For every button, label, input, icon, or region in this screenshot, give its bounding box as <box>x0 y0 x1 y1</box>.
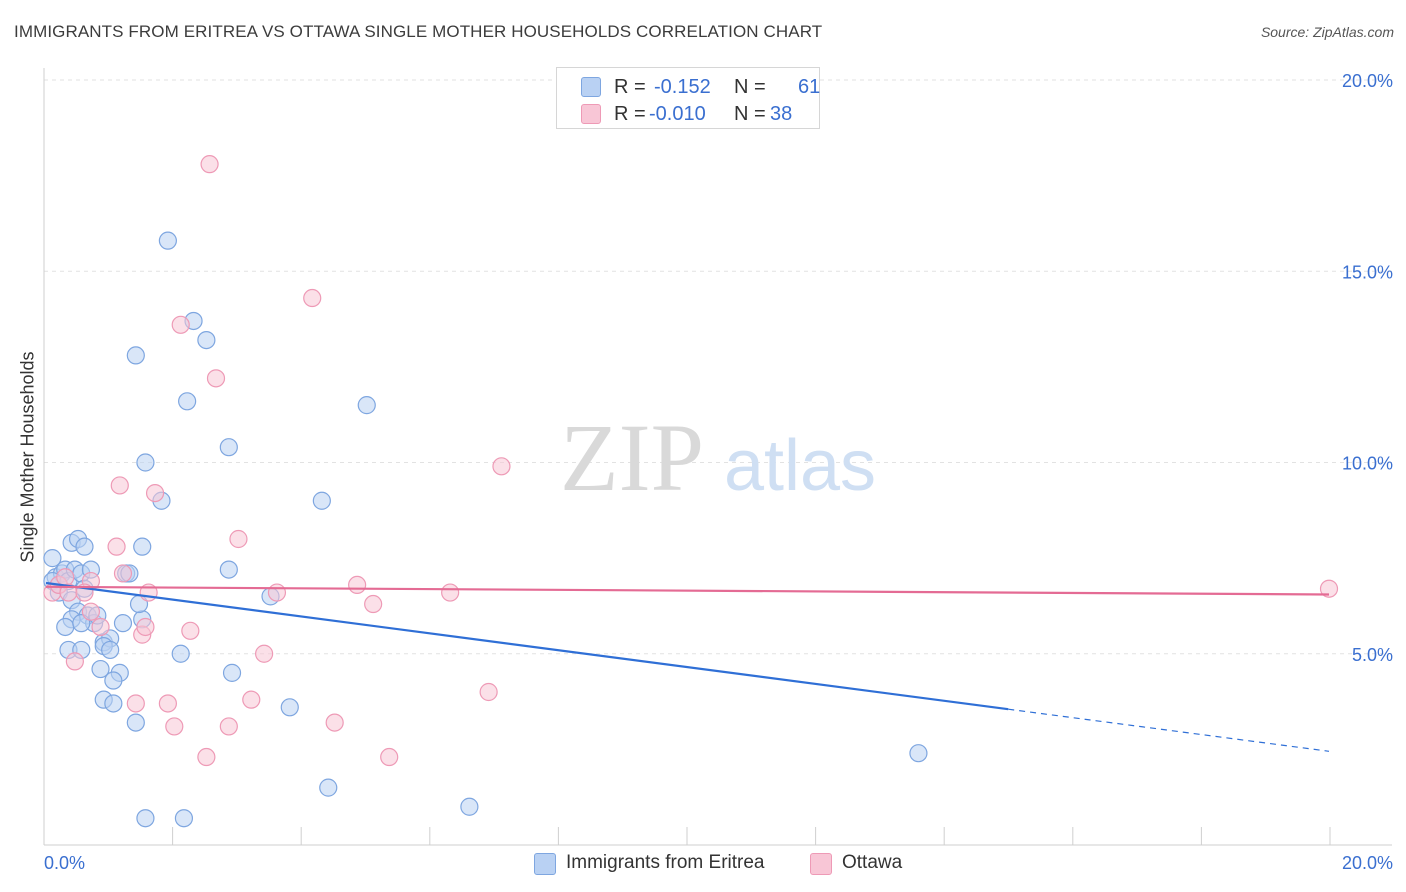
point-ottawa <box>81 602 101 621</box>
r-value: -0.010 <box>649 103 706 125</box>
point-ottawa <box>56 568 75 587</box>
point-ottawa <box>110 476 129 495</box>
point-eritrea <box>178 392 197 411</box>
axes <box>43 68 1392 846</box>
legend-swatch-eritrea <box>581 77 601 97</box>
point-eritrea <box>75 537 94 556</box>
point-eritrea <box>104 671 123 690</box>
point-ottawa <box>364 594 383 614</box>
watermark: ZIP atlas <box>560 404 876 511</box>
point-ottawa <box>348 575 367 595</box>
point-ottawa <box>219 717 238 736</box>
trend-lines <box>45 581 1330 752</box>
point-ottawa <box>1319 579 1339 598</box>
legend-label-ottawa: Ottawa <box>842 852 903 873</box>
point-ottawa <box>229 529 248 549</box>
n-value: 38 <box>770 103 793 125</box>
point-eritrea <box>357 396 376 415</box>
x-tick-label: 0.0% <box>44 853 85 873</box>
point-eritrea <box>91 659 110 679</box>
point-ottawa <box>158 694 177 713</box>
legend-swatch-ottawa <box>581 104 601 124</box>
point-ottawa <box>113 564 133 583</box>
point-ottawa <box>171 315 190 334</box>
stats-legend: R = -0.152 N = 61 R = -0.010 N = 38 <box>556 67 820 129</box>
source-label: Source: ZipAtlas.com <box>1260 24 1394 40</box>
point-ottawa <box>107 537 126 556</box>
point-ottawa <box>242 690 261 709</box>
point-eritrea <box>219 560 238 579</box>
legend-label-eritrea: Immigrants from Eritrea <box>566 852 765 873</box>
y-tick-label: 10.0% <box>1342 454 1393 474</box>
legend-swatch-ottawa <box>810 853 832 875</box>
y-tick-label: 20.0% <box>1342 71 1393 91</box>
legend-swatch-eritrea <box>534 853 556 875</box>
point-ottawa <box>91 617 110 637</box>
point-eritrea <box>171 644 190 663</box>
grid-lines <box>44 79 1392 655</box>
point-ottawa <box>181 621 200 640</box>
point-eritrea <box>909 744 928 763</box>
n-value: 61 <box>798 76 821 98</box>
y-tick-label: 15.0% <box>1342 262 1393 282</box>
point-ottawa <box>200 155 219 174</box>
watermark-zip: ZIP <box>560 404 704 511</box>
trend-line-ottawa <box>45 585 1330 596</box>
point-eritrea <box>319 778 338 797</box>
point-eritrea <box>312 491 331 510</box>
n-label: N = <box>734 103 766 125</box>
point-eritrea <box>222 663 242 682</box>
point-ottawa <box>136 617 155 637</box>
chart-title: IMMIGRANTS FROM ERITREA VS OTTAWA SINGLE… <box>14 22 823 41</box>
point-ottawa <box>126 694 145 713</box>
y-axis-label: Single Mother Households <box>17 351 38 563</box>
point-eritrea <box>136 453 155 472</box>
point-ottawa <box>303 288 322 308</box>
point-eritrea <box>280 698 299 717</box>
r-label: R = <box>614 103 646 125</box>
point-eritrea <box>136 809 155 828</box>
point-ottawa <box>65 652 84 671</box>
point-ottawa <box>206 369 226 388</box>
point-eritrea <box>133 537 152 556</box>
data-points <box>43 155 1339 828</box>
point-eritrea <box>104 694 123 713</box>
point-ottawa <box>380 747 399 767</box>
y-tick-label: 5.0% <box>1352 645 1393 665</box>
point-eritrea <box>460 797 479 816</box>
point-ottawa <box>325 713 344 732</box>
n-label: N = <box>734 76 766 98</box>
watermark-atlas: atlas <box>724 426 876 506</box>
tick-labels: 5.0% 10.0% 15.0% 20.0% 0.0% 20.0% <box>44 71 1393 873</box>
r-value: -0.152 <box>654 76 711 98</box>
point-eritrea <box>56 617 75 637</box>
point-ottawa <box>441 583 460 602</box>
point-eritrea <box>101 640 120 660</box>
point-ottawa <box>255 644 274 663</box>
point-ottawa <box>492 457 511 476</box>
point-ottawa <box>165 717 184 736</box>
point-eritrea <box>113 614 133 633</box>
point-ottawa <box>267 583 287 602</box>
point-eritrea <box>219 438 238 457</box>
point-ottawa <box>479 682 498 702</box>
x-tick-label: 20.0% <box>1342 853 1393 873</box>
point-eritrea <box>174 809 194 828</box>
point-ottawa <box>197 747 216 767</box>
r-label: R = <box>614 76 646 98</box>
point-eritrea <box>158 231 177 250</box>
point-eritrea <box>43 549 62 568</box>
trend-line-eritrea-dashed <box>1008 708 1330 752</box>
point-ottawa <box>145 484 165 503</box>
trend-line-eritrea <box>45 581 1009 711</box>
point-eritrea <box>126 346 145 365</box>
point-eritrea <box>126 713 145 732</box>
point-eritrea <box>197 331 216 350</box>
